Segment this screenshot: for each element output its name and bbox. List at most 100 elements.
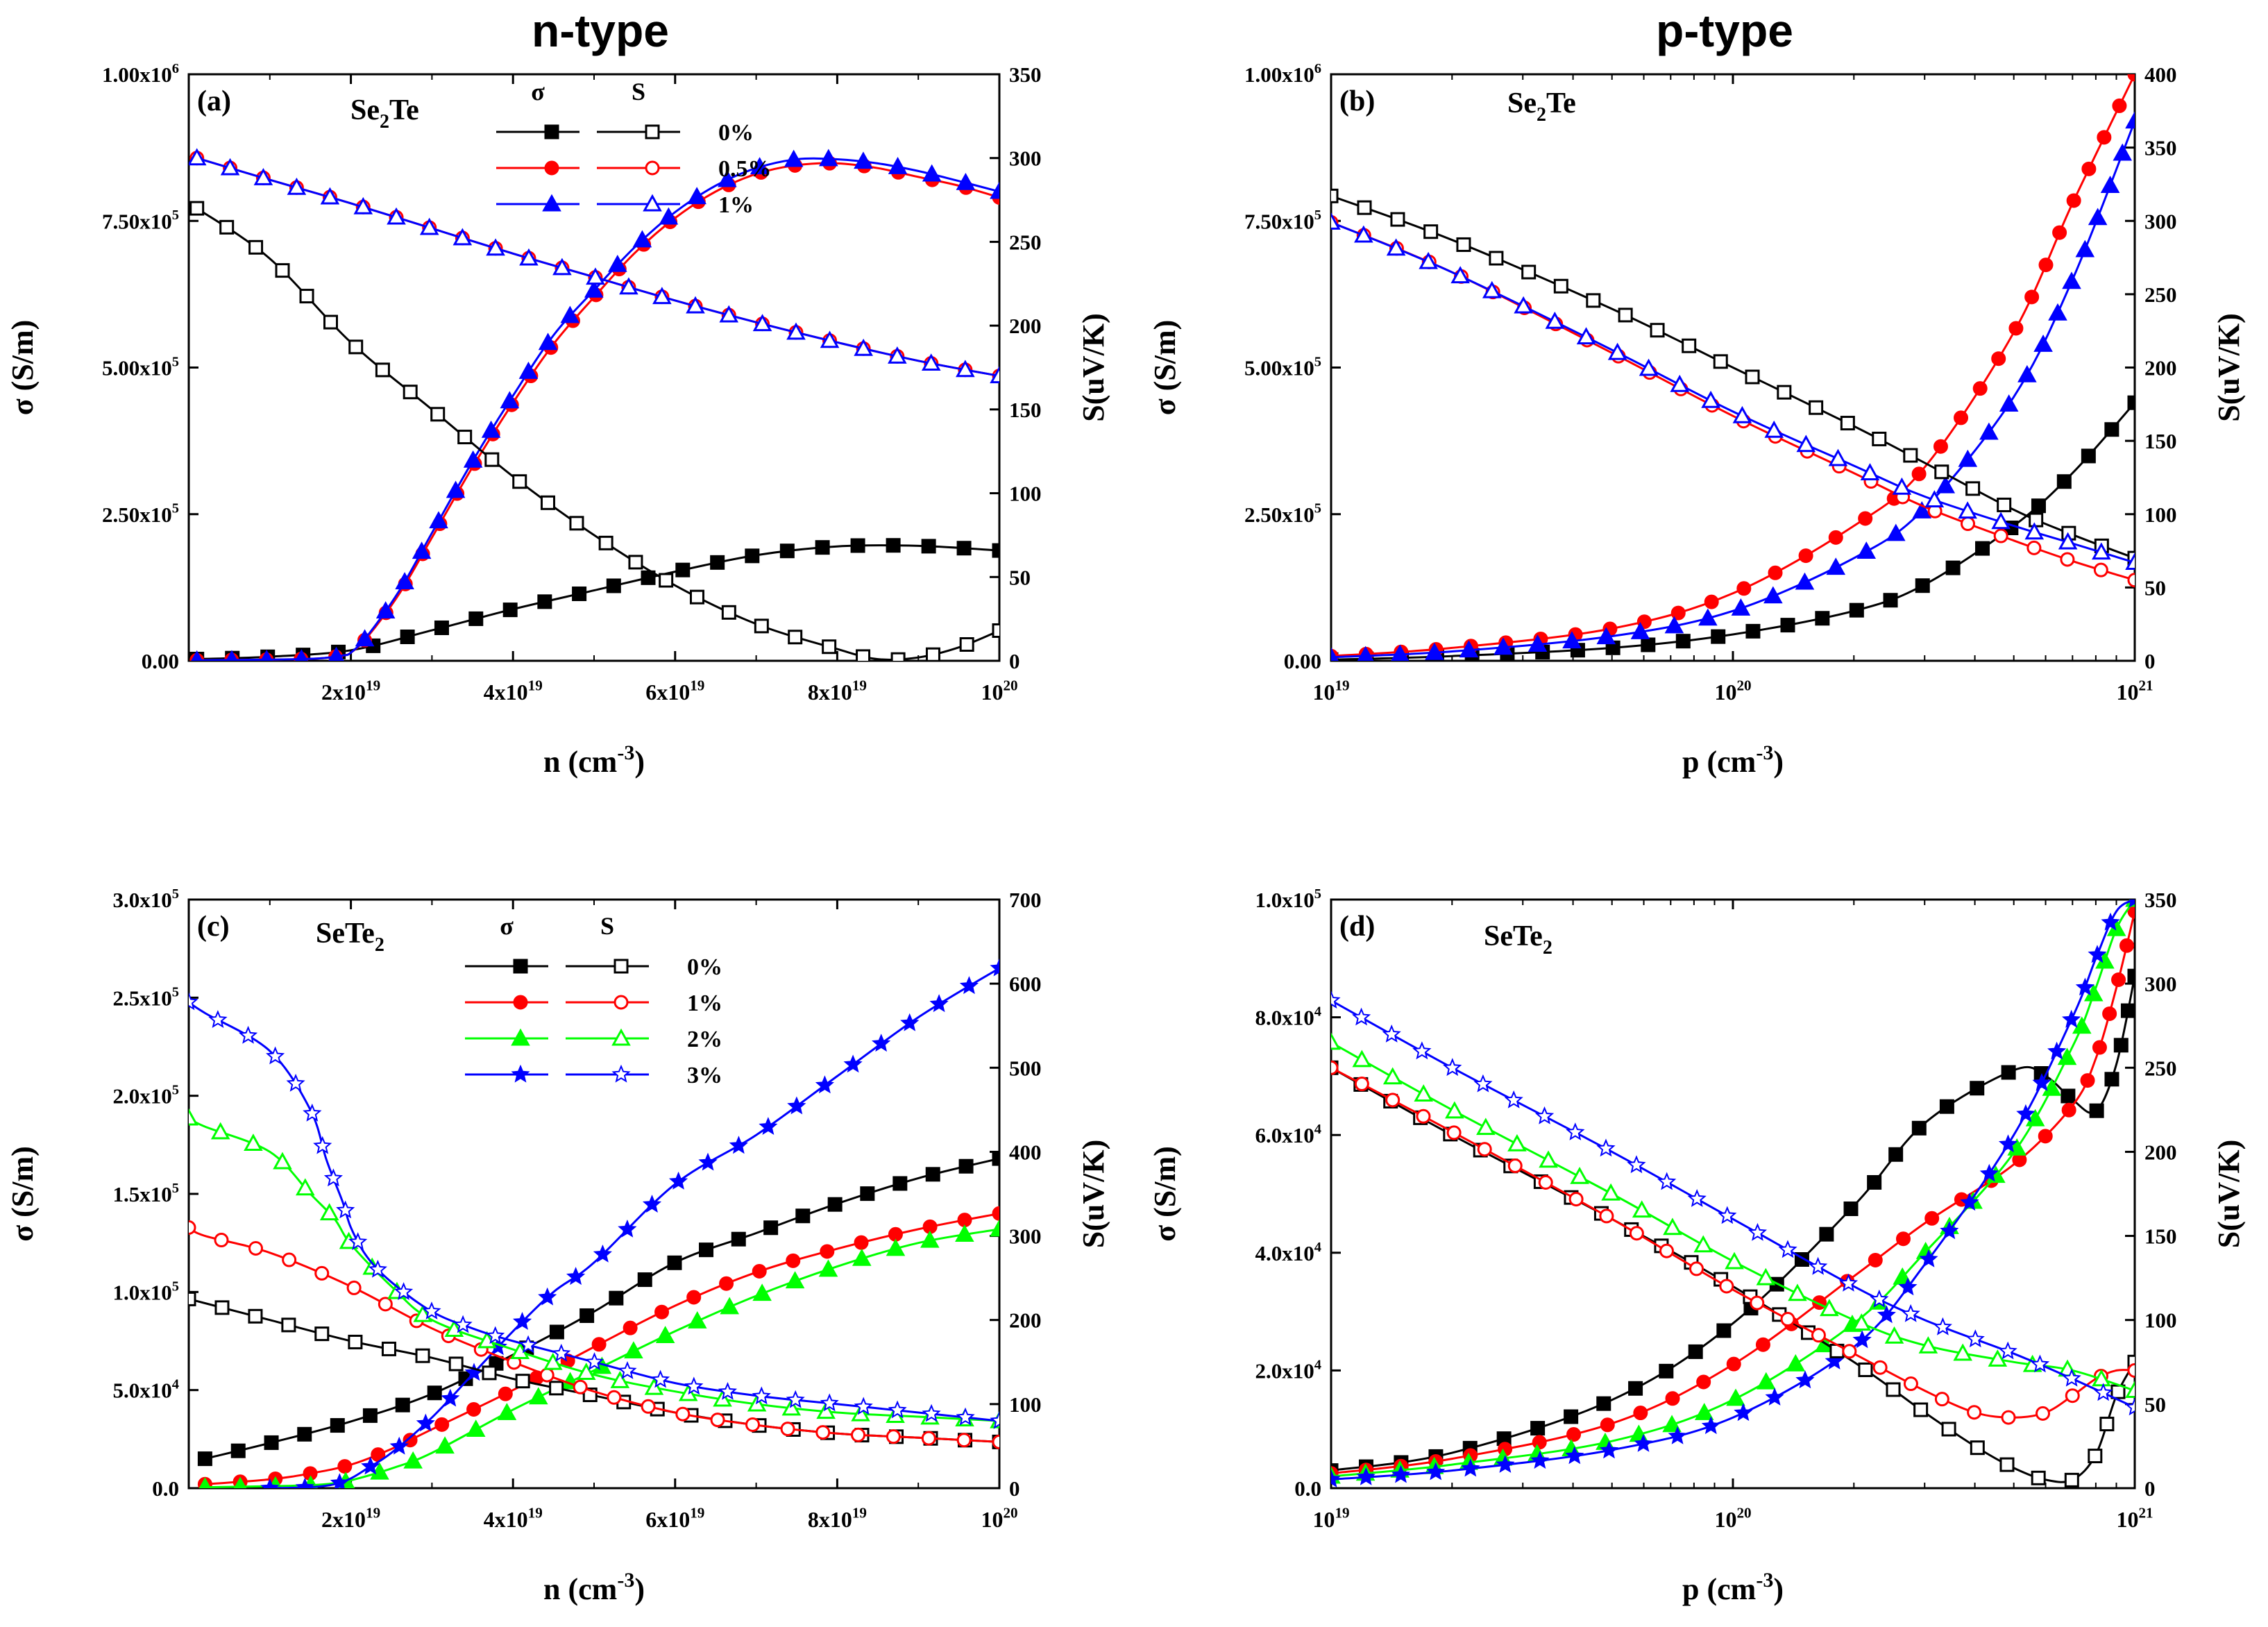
- data-point: [925, 1167, 940, 1182]
- data-point: [1446, 1125, 1462, 1140]
- data-point: [337, 1459, 353, 1474]
- legend-marker-sigma: [544, 124, 559, 140]
- compound-label: Se2Te: [1507, 87, 1576, 126]
- series-s-1-: [189, 1220, 999, 1449]
- series-s-1-: [1331, 1060, 2135, 1425]
- data-point: [1795, 572, 1815, 590]
- data-point: [1701, 1416, 1720, 1435]
- data-point: [632, 230, 652, 248]
- data-point: [328, 646, 344, 661]
- data-point: [2127, 573, 2135, 588]
- data-point: [2104, 422, 2119, 437]
- data-point: [281, 1317, 296, 1333]
- data-point: [1993, 528, 2008, 543]
- data-point: [956, 172, 976, 190]
- data-point: [1493, 637, 1513, 655]
- data-point: [1385, 1093, 1400, 1108]
- data-point: [1842, 1344, 1857, 1359]
- data-point: [921, 539, 936, 554]
- compound-label: SeTe2: [1484, 920, 1552, 959]
- data-point: [607, 1390, 622, 1405]
- data-point: [787, 1096, 806, 1115]
- data-point: [654, 1304, 670, 1320]
- series-s-1-: [189, 148, 999, 384]
- data-point: [1843, 1201, 1859, 1216]
- right-y-tick-label: 200: [2144, 356, 2177, 380]
- left-y-axis: 0.00 2.50x105 5.00x105 7.50x105 1.00x106: [1244, 61, 1341, 673]
- data-point: [348, 1334, 363, 1349]
- data-point: [1838, 1273, 1859, 1292]
- data-point: [1939, 1099, 1954, 1114]
- legend-label: 0%: [687, 954, 722, 980]
- data-point: [2093, 562, 2108, 578]
- data-point: [675, 1406, 691, 1422]
- data-point: [2042, 1078, 2062, 1096]
- data-point: [2047, 1041, 2067, 1060]
- data-point: [2089, 1103, 2104, 1118]
- data-point: [628, 555, 643, 570]
- data-point: [956, 541, 972, 556]
- series-line: [196, 157, 999, 378]
- data-point: [956, 1407, 975, 1426]
- data-point: [990, 958, 999, 977]
- data-point: [610, 1371, 630, 1388]
- data-point: [780, 1422, 795, 1437]
- left-y-tick-label: 1.00x106: [1244, 61, 1321, 87]
- data-point: [1565, 1446, 1584, 1465]
- data-point: [1726, 1388, 1745, 1406]
- series-line: [1331, 900, 2135, 1481]
- data-point: [852, 1248, 872, 1266]
- right-y-tick-label: 100: [2144, 1308, 2177, 1333]
- data-point: [1650, 323, 1665, 338]
- compound-label: SeTe2: [316, 918, 384, 956]
- panel-label: (b): [1339, 85, 1375, 117]
- data-point: [854, 338, 873, 356]
- data-point: [1777, 385, 1792, 400]
- data-point: [1826, 557, 1846, 575]
- data-point: [759, 1117, 778, 1136]
- data-point: [248, 1308, 263, 1324]
- data-point: [1764, 420, 1784, 438]
- left-y-axis-label: σ (S/m): [1148, 320, 1182, 416]
- data-point: [1849, 602, 1864, 618]
- right-y-tick-label: 250: [2144, 283, 2177, 307]
- data-point: [189, 1220, 196, 1235]
- data-point: [1627, 1155, 1646, 1174]
- data-point: [1870, 1289, 1889, 1308]
- data-point: [686, 1290, 702, 1305]
- data-point: [219, 219, 235, 235]
- right-y-tick-label: 150: [1009, 398, 1042, 422]
- series-line: [205, 1157, 999, 1460]
- data-point: [921, 1431, 936, 1446]
- data-point: [1903, 1376, 1918, 1392]
- series-line: [1331, 1066, 2135, 1419]
- data-point: [1473, 1074, 1493, 1093]
- data-point: [820, 330, 840, 348]
- data-point: [1634, 1433, 1653, 1452]
- data-point: [1915, 578, 1930, 593]
- series-line: [1331, 121, 2135, 659]
- data-point: [1507, 1158, 1523, 1174]
- data-point: [721, 605, 736, 620]
- data-point: [303, 1103, 322, 1122]
- x-tick-label: 1021: [2116, 1505, 2153, 1532]
- data-point: [752, 1263, 767, 1279]
- legend-marker-sigma: [542, 194, 561, 212]
- data-point: [1331, 647, 1339, 661]
- data-point: [1601, 1183, 1620, 1201]
- data-point: [584, 1352, 604, 1371]
- series-s-0-5-: [189, 151, 999, 384]
- data-point: [572, 587, 587, 602]
- right-y-tick-label: 0: [1009, 649, 1020, 673]
- data-point: [815, 1425, 831, 1440]
- legend-label: 2%: [687, 1027, 722, 1052]
- data-point: [856, 649, 871, 661]
- data-point: [815, 540, 830, 555]
- data-point: [1696, 1374, 1711, 1390]
- data-point: [1357, 646, 1374, 661]
- data-point: [538, 1287, 557, 1306]
- data-point: [1924, 1211, 1940, 1226]
- data-point: [361, 1456, 380, 1475]
- x-axis-label: p (cm-3): [1682, 741, 1784, 779]
- data-point: [1953, 1343, 1972, 1361]
